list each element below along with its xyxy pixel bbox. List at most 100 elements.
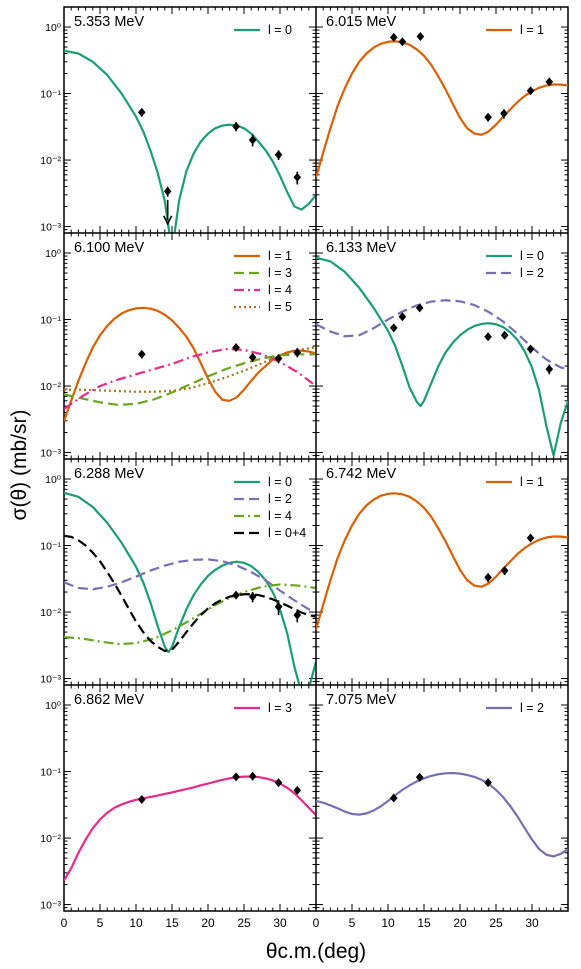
y-tick-label: 10⁻¹: [40, 541, 61, 553]
panel-row4-left: 10⁻³ 10⁻² 10⁻¹ 10⁰ 0 5 10 15 20 25 30 6.862 MeV l = …: [40, 684, 317, 930]
x-tick-label: 10: [381, 916, 395, 930]
data-point: [293, 347, 302, 357]
x-tick-label: 5: [349, 916, 356, 930]
panel-row3-right: 6.742 MeV l = 1: [315, 458, 569, 686]
y-tick-label: 10⁻²: [40, 381, 61, 393]
y-tick-label: 10⁰: [45, 474, 62, 486]
legend-label: l = 2: [268, 492, 292, 506]
data-point: [484, 573, 492, 583]
y-tick-label: 10⁰: [45, 248, 62, 260]
legend-label: l = 1: [520, 23, 544, 37]
data-point: [248, 135, 257, 145]
data-point: [545, 77, 554, 87]
series-line: [316, 492, 568, 630]
panel-row2-right: 6.133 MeV l = 0 l = 2: [315, 232, 569, 460]
data-point: [416, 32, 425, 42]
data-point: [389, 32, 398, 42]
data-point: [398, 312, 407, 322]
y-tick-label: 10⁻³: [40, 674, 61, 686]
data-point: [137, 349, 146, 359]
panel-title: 7.075 MeV: [326, 692, 396, 708]
panel-title: 6.862 MeV: [74, 692, 144, 708]
panel-frame: [63, 684, 317, 912]
data-point: [232, 121, 240, 131]
x-tick-label: 20: [201, 916, 215, 930]
series-line: [316, 40, 568, 178]
x-tick-label: 25: [489, 916, 503, 930]
data-point: [484, 778, 492, 788]
legend-label: l = 4: [268, 509, 292, 523]
x-tick-label: 10: [129, 916, 143, 930]
legend-label: l = 2: [520, 266, 544, 280]
data-point: [163, 186, 172, 196]
legend-label: l = 3: [268, 701, 292, 715]
series-line: [64, 558, 316, 614]
legend-label: l = 1: [520, 475, 544, 489]
curves: [316, 40, 568, 178]
panel-frame: [63, 6, 317, 234]
legend-label: l = 3: [268, 266, 292, 280]
data-point: [526, 533, 535, 543]
series-line: [316, 256, 568, 457]
series-line: [64, 775, 316, 882]
legend-label: l = 0+4: [268, 526, 306, 540]
panel-row1-right: 6.015 MeV l = 1: [315, 6, 569, 234]
y-axis-label: σ(θ) (mb/sr): [8, 410, 31, 521]
series-line: [64, 346, 316, 393]
data-point: [500, 109, 508, 119]
data-point: [484, 112, 492, 122]
data-point: [248, 352, 257, 362]
curves: [64, 775, 316, 882]
legend-label: l = 0: [268, 23, 292, 37]
panel-row2-left: 10⁻³ 10⁻² 10⁻¹ 10⁰ 6.100 MeV l = 1 l = 3 l = 4 l…: [40, 232, 317, 460]
x-tick-label: 0: [313, 916, 320, 930]
legend-label: l = 1: [268, 249, 292, 263]
panel-title: 5.353 MeV: [74, 14, 144, 30]
data-point: [137, 107, 146, 117]
upper-limit-arrowhead: [162, 215, 173, 226]
data-point: [293, 610, 302, 620]
y-tick-label: 10⁰: [45, 22, 62, 34]
panel-title: 6.100 MeV: [74, 240, 144, 256]
x-tick-label: 25: [237, 916, 251, 930]
series-line: [64, 534, 316, 653]
y-tick-label: 10⁻¹: [40, 89, 61, 101]
y-tick-label: 10⁻³: [40, 448, 61, 460]
x-axis-label: θc.m.(deg): [266, 940, 366, 963]
series-line: [64, 353, 316, 407]
x-tick-label: 30: [273, 916, 287, 930]
panel-title: 6.015 MeV: [326, 14, 396, 30]
curves: [316, 256, 568, 457]
legend-label: l = 0: [520, 249, 544, 263]
data-point: [248, 771, 257, 781]
y-tick-label: 10⁻²: [40, 607, 61, 619]
panel-frame: [315, 6, 569, 234]
data-point: [415, 772, 424, 782]
data-point: [232, 772, 240, 782]
curves: [64, 49, 316, 233]
data-point: [137, 794, 146, 804]
data-point: [526, 344, 535, 354]
y-tick-label: 10⁻³: [40, 900, 61, 912]
panel-row4-right: 0 5 10 15 20 25 30 7.075 MeV l = 2: [313, 684, 569, 930]
data-point: [389, 793, 398, 803]
data-point: [500, 566, 509, 576]
y-tick-label: 10⁻¹: [40, 767, 61, 779]
x-tick-label: 20: [453, 916, 467, 930]
x-tick-label: 15: [165, 916, 179, 930]
panel-title: 6.742 MeV: [326, 466, 396, 482]
panel-row3-left: 10⁻³ 10⁻² 10⁻¹ 10⁰ 6.288 MeV l = 0 l = 2 l = 4 l…: [40, 458, 317, 686]
data-point: [274, 150, 283, 160]
series-line: [316, 771, 568, 858]
curves: [316, 771, 568, 858]
data-point: [232, 342, 240, 352]
data-point: [293, 172, 302, 182]
legend-label: l = 0: [268, 475, 292, 489]
y-tick-label: 10⁻³: [40, 222, 61, 234]
y-tick-label: 10⁻²: [40, 833, 61, 845]
x-tick-label: 5: [97, 916, 104, 930]
y-tick-label: 10⁰: [45, 700, 62, 712]
legend-label: l = 4: [268, 283, 292, 297]
data-point: [545, 364, 554, 374]
